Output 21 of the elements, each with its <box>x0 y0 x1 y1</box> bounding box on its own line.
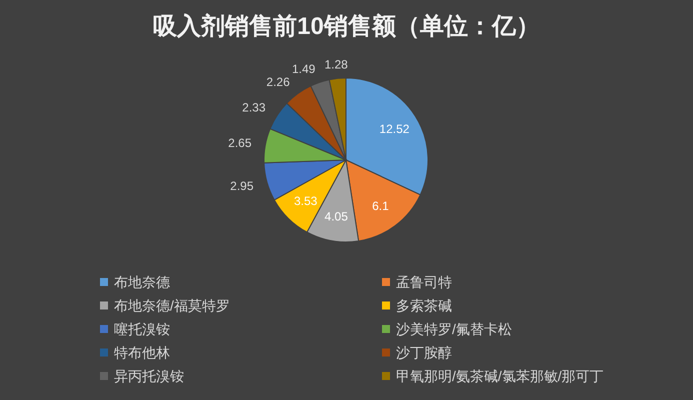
legend-label: 沙美特罗/氟替卡松 <box>396 321 512 337</box>
legend-label: 布地奈德 <box>114 274 170 290</box>
legend-label: 甲氧那明/氨茶碱/氯苯那敏/那可丁 <box>396 368 604 384</box>
data-label: 6.1 <box>372 198 390 213</box>
data-label: 2.26 <box>266 75 290 90</box>
legend-label: 布地奈德/福莫特罗 <box>114 298 230 314</box>
data-label: 2.33 <box>242 100 266 115</box>
legend-label: 特布他林 <box>114 344 170 360</box>
legend-label: 多索茶碱 <box>396 298 452 314</box>
legend-label: 异丙托溴铵 <box>114 368 184 384</box>
data-label: 2.65 <box>228 136 252 150</box>
data-label: 2.95 <box>230 178 254 193</box>
data-label: 3.53 <box>294 194 318 208</box>
legend-label: 沙丁胺醇 <box>396 344 452 360</box>
data-label: 4.05 <box>324 210 348 224</box>
data-label: 12.52 <box>379 122 410 136</box>
legend-label: 孟鲁司特 <box>396 274 452 290</box>
data-label: 1.49 <box>292 62 316 76</box>
chart-title: 吸入剂销售前10销售额（单位：亿） <box>153 13 540 40</box>
data-label: 1.28 <box>324 58 348 72</box>
legend-label: 噻托溴铵 <box>114 321 170 337</box>
